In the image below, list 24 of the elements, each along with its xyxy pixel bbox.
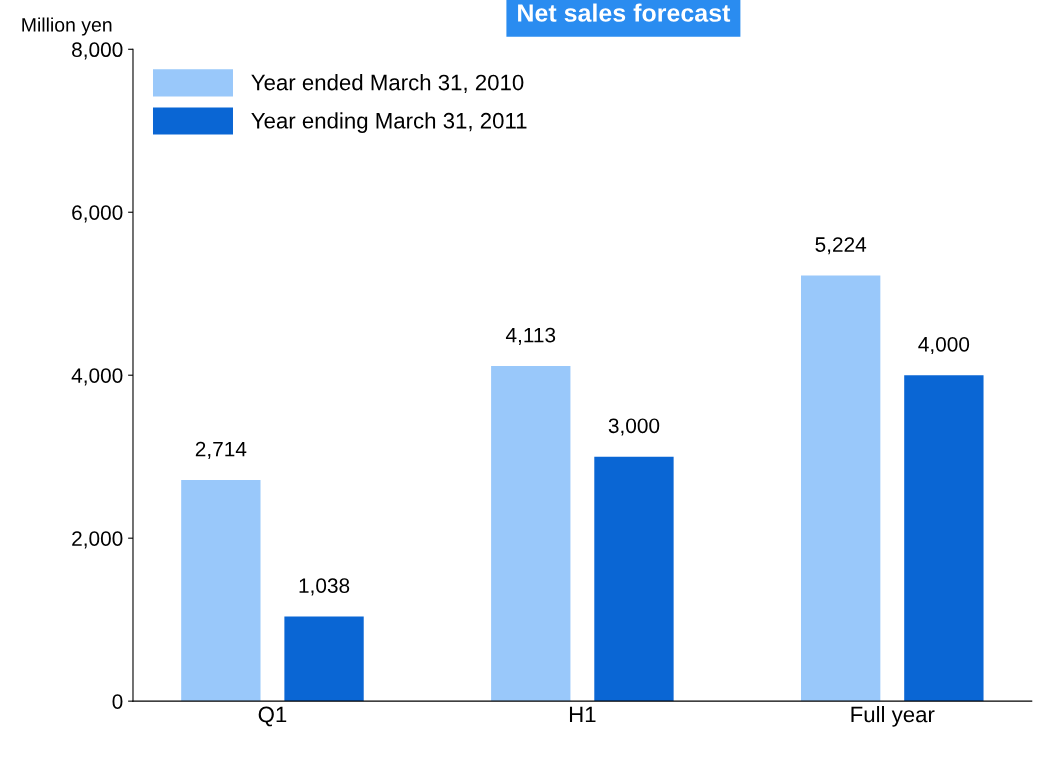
x-tick-label: Q1 bbox=[258, 706, 287, 727]
bar bbox=[491, 366, 571, 702]
data-label: 4,000 bbox=[918, 336, 970, 355]
x-tick-label: Full year bbox=[851, 706, 935, 727]
bar bbox=[801, 275, 881, 702]
y-tick-label: 8,000 bbox=[72, 42, 123, 60]
x-tick-label: H1 bbox=[569, 706, 596, 723]
data-label: 5,224 bbox=[815, 237, 867, 255]
y-tick-label: 6,000 bbox=[72, 205, 123, 223]
data-label: 2,714 bbox=[195, 441, 247, 459]
bar bbox=[904, 375, 984, 702]
chart-title: Net sales forecast bbox=[518, 3, 731, 22]
y-tick-label: 0 bbox=[112, 694, 123, 709]
bar bbox=[284, 616, 364, 702]
y-tick-label: 4,000 bbox=[71, 368, 123, 386]
data-label: 1,038 bbox=[299, 578, 350, 596]
y-tick-label: 2,000 bbox=[72, 531, 123, 549]
y-axis-title: Million yen bbox=[22, 17, 112, 36]
data-label: 3,000 bbox=[608, 418, 660, 436]
legend-label: Year ending March 31, 2011 bbox=[251, 112, 527, 133]
data-label: 4,113 bbox=[505, 327, 556, 345]
bar bbox=[594, 456, 674, 702]
bar bbox=[181, 480, 261, 702]
legend-label: Year ended March 31, 2010 bbox=[251, 74, 524, 93]
